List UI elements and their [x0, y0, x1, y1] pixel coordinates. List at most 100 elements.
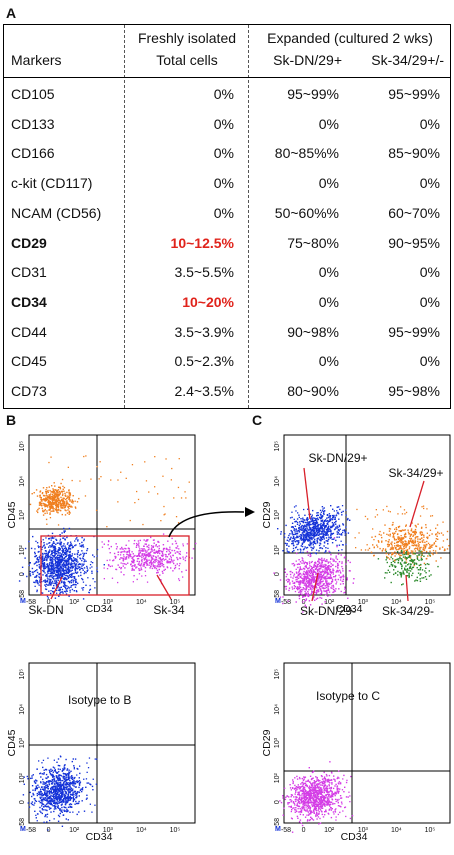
data-dot [318, 550, 320, 552]
data-dot [330, 536, 332, 539]
data-dot [419, 580, 422, 582]
data-dot [56, 589, 58, 592]
data-dot [397, 559, 400, 562]
data-dot [292, 542, 294, 544]
data-dot [316, 542, 319, 544]
data-dot [38, 546, 40, 549]
data-dot [316, 522, 318, 524]
data-dot [305, 533, 307, 535]
data-dot [46, 595, 49, 598]
data-dot [403, 552, 405, 555]
data-dot [133, 543, 135, 545]
data-dot [64, 530, 66, 532]
data-dot [305, 592, 307, 594]
data-dot [154, 565, 156, 567]
data-dot [152, 562, 154, 564]
data-dot [31, 801, 34, 803]
data-dot [68, 554, 71, 556]
data-dot [58, 552, 60, 554]
data-dot [313, 523, 316, 525]
data-dot [406, 571, 408, 574]
data-dot [148, 553, 151, 555]
data-dot [415, 525, 417, 527]
data-dot [333, 537, 336, 539]
data-dot [317, 560, 319, 563]
data-dot [50, 572, 52, 574]
data-dot [69, 505, 72, 508]
data-dot [77, 567, 80, 569]
data-dot [122, 554, 125, 556]
data-dot [28, 564, 30, 567]
data-dot [51, 782, 54, 784]
data-dot [168, 553, 170, 555]
data-dot [326, 584, 328, 587]
data-dot [338, 518, 340, 520]
data-dot [310, 536, 312, 538]
data-dot [317, 576, 319, 578]
data-dot [68, 568, 70, 570]
data-dot [59, 566, 61, 568]
data-dot [321, 557, 323, 559]
data-dot [377, 558, 380, 560]
data-dot [53, 482, 55, 484]
data-dot [54, 787, 57, 789]
data-dot [405, 562, 407, 564]
data-dot [332, 591, 334, 594]
data-dot [305, 577, 307, 579]
data-dot [141, 553, 143, 555]
data-dot [294, 521, 296, 523]
data-dot [150, 557, 153, 559]
data-dot [39, 567, 41, 569]
fresh-cell: 3.5~5.5% [174, 264, 234, 281]
data-dot [420, 546, 422, 549]
data-dot [295, 537, 297, 539]
data-dot [304, 536, 306, 538]
data-dot [152, 546, 154, 548]
data-dot [108, 547, 110, 550]
data-dot [327, 572, 329, 575]
data-dot [50, 537, 52, 539]
data-dot [39, 581, 41, 584]
data-dot [62, 779, 64, 782]
data-dot [161, 570, 164, 573]
data-dot [299, 576, 302, 579]
data-dot [60, 797, 62, 799]
data-dot [412, 542, 415, 545]
data-dot [54, 499, 56, 501]
data-dot [318, 533, 321, 535]
data-dot [429, 554, 431, 556]
data-dot [170, 479, 172, 481]
data-dot [61, 502, 63, 505]
data-dot [43, 557, 45, 559]
data-dot [37, 791, 40, 793]
data-dot [319, 564, 322, 566]
data-dot [299, 561, 302, 563]
data-dot [75, 786, 77, 788]
data-dot [51, 532, 54, 535]
data-dot [28, 540, 30, 543]
data-dot [42, 574, 44, 576]
data-dot [44, 791, 46, 794]
data-dot [312, 534, 315, 537]
data-dot [45, 814, 47, 816]
data-dot [52, 766, 55, 768]
b-bottom-y-tick: 10⁵ [19, 669, 26, 680]
data-dot [131, 557, 133, 559]
data-dot [60, 787, 62, 790]
data-dot [49, 509, 51, 511]
data-dot [381, 536, 383, 539]
data-dot [414, 528, 417, 531]
data-dot [303, 581, 305, 583]
data-dot [311, 547, 314, 549]
data-dot [296, 530, 298, 532]
data-dot [152, 560, 155, 563]
data-dot [62, 776, 64, 778]
data-dot [305, 538, 307, 541]
data-dot [302, 558, 304, 560]
data-dot [313, 534, 316, 536]
data-dot [73, 576, 76, 578]
data-dot [61, 558, 64, 560]
data-dot [299, 534, 302, 536]
data-dot [321, 560, 323, 562]
data-dot [155, 560, 157, 562]
